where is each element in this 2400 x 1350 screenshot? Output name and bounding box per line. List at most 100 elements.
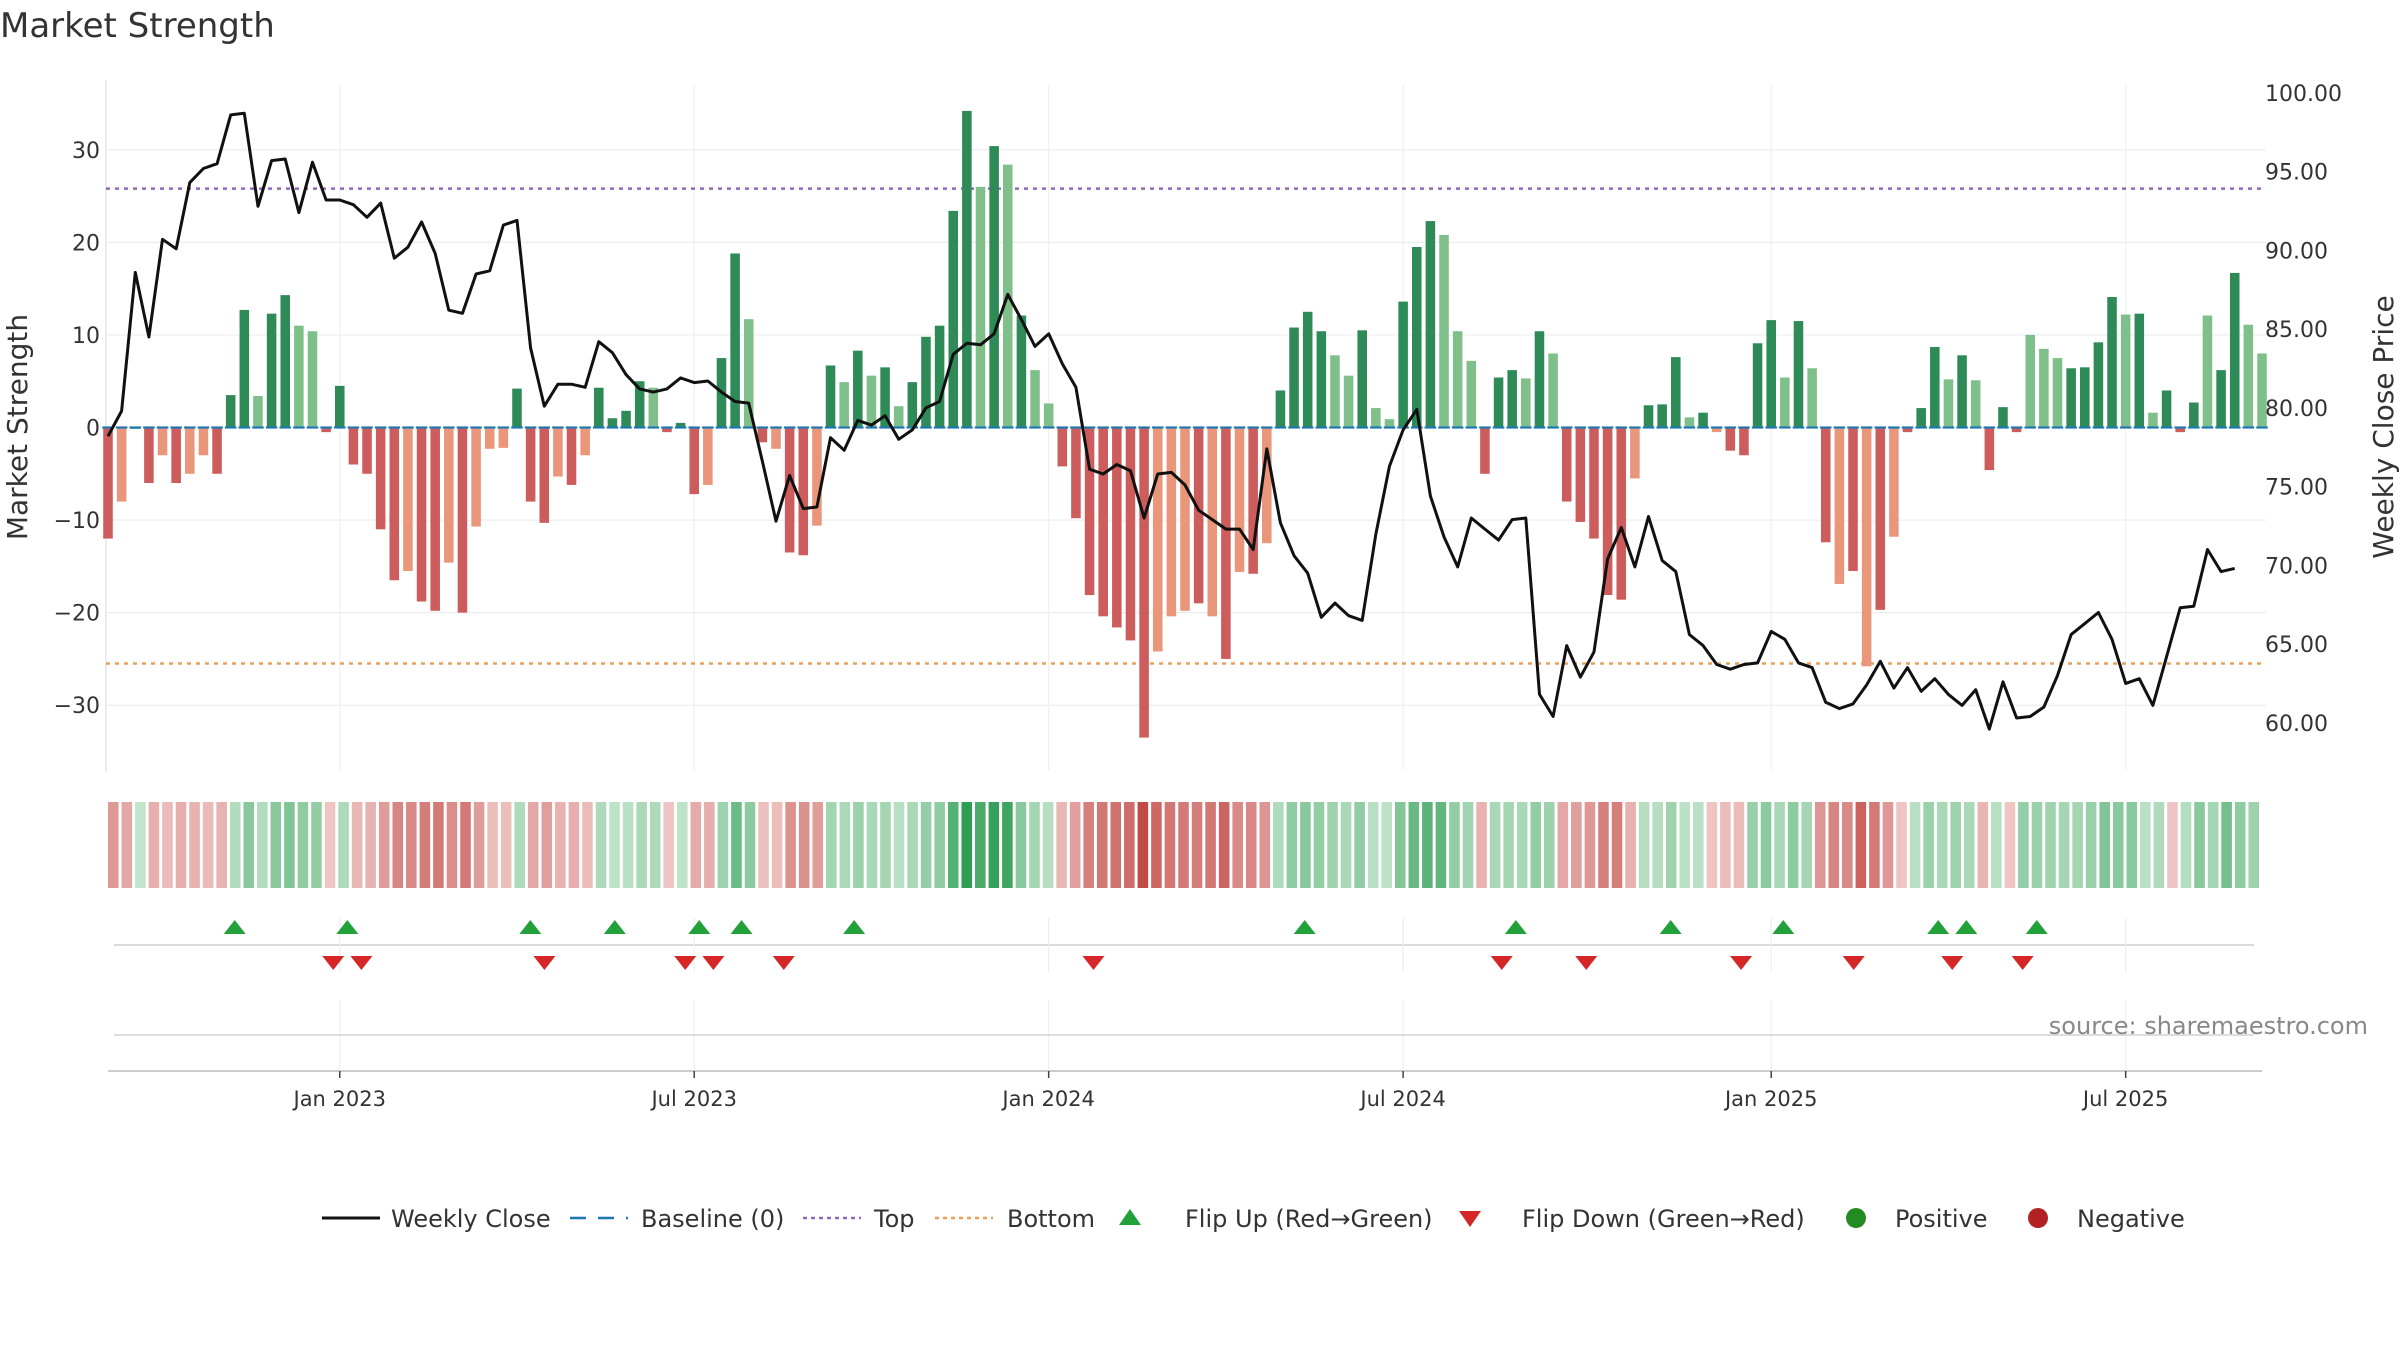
strength-bar — [416, 427, 427, 602]
strength-bar — [989, 146, 999, 428]
heat-cell — [2207, 802, 2219, 888]
strength-bar — [621, 410, 631, 428]
strength-bar — [866, 375, 877, 428]
strength-bar — [771, 427, 781, 449]
strength-bar — [1889, 427, 1899, 537]
heat-cell — [839, 802, 851, 888]
heat-cell — [1557, 802, 1569, 888]
heat-cell — [1909, 802, 1921, 888]
strength-bar — [784, 427, 795, 553]
flip-up-marker — [223, 920, 246, 934]
heat-cell — [1855, 802, 1867, 888]
heat-cell — [731, 802, 742, 888]
heat-cell — [527, 802, 539, 888]
strength-bar — [812, 427, 822, 526]
strength-bar — [512, 388, 522, 428]
heat-cell — [1191, 802, 1203, 888]
heat-cell — [595, 802, 607, 888]
heat-cell — [351, 802, 363, 888]
heat-cell — [460, 802, 471, 888]
heat-cell — [2099, 802, 2111, 888]
heat-cell — [2004, 802, 2016, 888]
flip-down-marker — [350, 956, 373, 970]
strength-bar — [1671, 357, 1681, 428]
heat-cell — [1896, 802, 1907, 888]
heat-cell — [555, 802, 566, 888]
heat-cell — [2221, 802, 2232, 888]
strength-bar — [457, 427, 468, 613]
y-right-tick-label: 60.00 — [2265, 712, 2328, 737]
strength-bar — [212, 427, 222, 474]
flip-down-marker — [2011, 956, 2034, 970]
legend-item: Flip Up (Red→Green) — [1119, 1205, 1433, 1233]
y-left-tick-label: −30 — [54, 694, 100, 719]
strength-bar — [893, 406, 904, 428]
heat-cell — [1801, 802, 1812, 888]
y-left-tick-label: 0 — [86, 417, 100, 442]
heat-cell — [1923, 802, 1934, 888]
y-left-tick-label: −20 — [54, 602, 100, 627]
heat-cell — [1950, 802, 1961, 888]
flip-down-marker — [1490, 956, 1513, 970]
strength-bar — [1807, 368, 1817, 428]
heat-cell — [148, 802, 160, 888]
strength-bar — [1275, 390, 1286, 428]
heat-cell — [1476, 802, 1487, 888]
legend-positive-icon — [1846, 1208, 1866, 1228]
heat-cell — [1205, 802, 1216, 888]
strength-bar — [1902, 427, 1913, 433]
heat-cell — [2167, 802, 2178, 888]
strength-bar — [1425, 221, 1436, 428]
heat-cell — [798, 802, 810, 888]
heat-cell — [1096, 802, 1108, 888]
heat-cell — [121, 802, 133, 888]
heat-cell — [1693, 802, 1704, 888]
heat-cell — [1991, 802, 2002, 888]
heat-cell — [771, 802, 783, 888]
flip-up-marker — [1659, 920, 1682, 934]
heat-cell — [2058, 802, 2070, 888]
strength-bar — [594, 387, 604, 428]
heat-cell — [717, 802, 729, 888]
heat-cell — [1462, 802, 1474, 888]
strength-bar — [2080, 367, 2090, 428]
strength-heat-strip — [108, 802, 2260, 888]
heat-cell — [1760, 802, 1772, 888]
heat-cell — [1056, 802, 1067, 888]
heat-cell — [988, 802, 1000, 888]
heat-cell — [1489, 802, 1501, 888]
heat-cell — [1124, 802, 1135, 888]
strength-bar — [1957, 355, 1967, 428]
strength-bar — [1548, 353, 1558, 428]
heat-cell — [1516, 802, 1528, 888]
flip-up-marker — [843, 920, 866, 934]
strength-bar — [553, 427, 563, 477]
strength-bar — [1507, 370, 1517, 428]
heat-cell — [135, 802, 146, 888]
strength-bar — [743, 319, 754, 428]
strength-bar — [1371, 408, 1381, 428]
strength-bar — [1125, 427, 1136, 641]
strength-bar — [1534, 331, 1545, 428]
weekly-close-line — [106, 111, 2236, 731]
flip-up-marker — [1772, 920, 1795, 934]
strength-bar — [2107, 296, 2117, 428]
heat-cell — [880, 802, 891, 888]
strength-bar — [1875, 427, 1886, 610]
flip-up-marker — [1927, 920, 1950, 934]
strength-bar — [1030, 370, 1040, 428]
strength-bar — [580, 427, 590, 456]
heat-cell — [744, 802, 756, 888]
legend-item: Flip Down (Green→Red) — [1459, 1205, 1805, 1233]
flip-up-marker — [2025, 920, 2048, 934]
strength-bar — [798, 427, 809, 556]
strength-bar — [1098, 427, 1108, 617]
heat-cell — [1408, 802, 1420, 888]
strength-bar — [689, 427, 699, 495]
strength-bar — [1521, 378, 1531, 428]
strength-bar — [1561, 427, 1572, 502]
heat-cell — [338, 802, 349, 888]
heat-cell — [636, 802, 647, 888]
flip-up-marker — [1504, 920, 1527, 934]
heat-cell — [311, 802, 322, 888]
